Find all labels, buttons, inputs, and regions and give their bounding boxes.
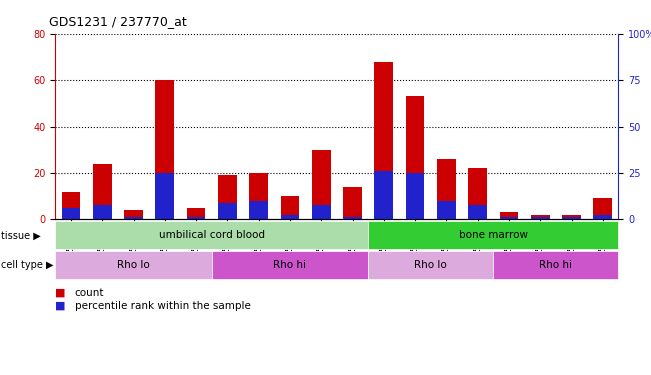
Text: percentile rank within the sample: percentile rank within the sample <box>75 301 251 310</box>
Bar <box>249 173 268 219</box>
Bar <box>124 210 143 219</box>
Bar <box>249 201 268 219</box>
Bar <box>281 196 299 219</box>
Bar <box>374 62 393 219</box>
Bar <box>93 206 111 219</box>
Bar <box>562 215 581 219</box>
Text: ■: ■ <box>55 288 66 297</box>
Text: tissue ▶: tissue ▶ <box>1 230 40 240</box>
Bar <box>343 217 362 219</box>
Bar <box>156 80 174 219</box>
Bar <box>218 203 237 219</box>
Text: Rho hi: Rho hi <box>540 260 572 270</box>
Text: Rho lo: Rho lo <box>415 260 447 270</box>
Bar <box>437 159 456 219</box>
Text: umbilical cord blood: umbilical cord blood <box>159 230 265 240</box>
Bar <box>156 173 174 219</box>
Bar <box>281 215 299 219</box>
Bar <box>312 150 331 219</box>
Text: count: count <box>75 288 104 297</box>
Bar <box>374 171 393 219</box>
Text: cell type ▶: cell type ▶ <box>1 260 53 270</box>
Bar <box>499 212 518 219</box>
Bar <box>468 168 487 219</box>
Bar <box>406 96 424 219</box>
Bar <box>343 187 362 219</box>
Bar <box>124 217 143 219</box>
Text: bone marrow: bone marrow <box>459 230 528 240</box>
Bar <box>187 217 206 219</box>
Bar <box>218 175 237 219</box>
Text: GDS1231 / 237770_at: GDS1231 / 237770_at <box>49 15 187 28</box>
Bar <box>62 192 80 219</box>
Text: Rho lo: Rho lo <box>117 260 150 270</box>
Bar <box>437 201 456 219</box>
Bar <box>562 217 581 219</box>
Bar <box>468 206 487 219</box>
Bar <box>93 164 111 219</box>
Bar <box>531 215 549 219</box>
Bar <box>594 198 612 219</box>
Bar <box>187 208 206 219</box>
Text: Rho hi: Rho hi <box>273 260 307 270</box>
Text: ■: ■ <box>55 301 66 310</box>
Bar <box>312 206 331 219</box>
Bar <box>531 217 549 219</box>
Bar <box>406 173 424 219</box>
Bar <box>499 217 518 219</box>
Bar <box>62 208 80 219</box>
Bar <box>594 215 612 219</box>
